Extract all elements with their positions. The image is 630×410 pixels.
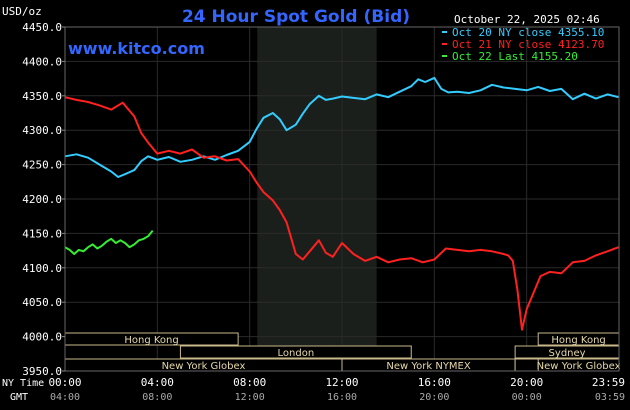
y-tick-label: 4450.0 xyxy=(22,21,62,34)
x-tick-label-gmt: 16:00 xyxy=(327,392,357,403)
x-tick-label-gmt: 08:00 xyxy=(142,392,172,403)
y-tick-label: 4000.0 xyxy=(22,331,62,344)
chart-timestamp: October 22, 2025 02:46 xyxy=(454,13,600,26)
y-tick-label: 4250.0 xyxy=(22,159,62,172)
x-tick-label-ny: 12:00 xyxy=(325,376,358,389)
y-tick-label: 4050.0 xyxy=(22,296,62,309)
session-label: Sydney xyxy=(549,348,586,359)
x-axis-ny-label: NY Time xyxy=(2,378,44,389)
x-tick-label-ny: 23:59 xyxy=(592,376,625,389)
x-axis-gmt-label: GMT xyxy=(10,392,28,403)
session-label: New York Globex xyxy=(537,361,621,372)
y-tick-label: 4200.0 xyxy=(22,193,62,206)
session-label: London xyxy=(278,348,315,359)
y-tick-label: 4400.0 xyxy=(22,55,62,68)
chart-title: 24 Hour Spot Gold (Bid) xyxy=(182,7,410,27)
x-tick-label-ny: 00:00 xyxy=(48,376,81,389)
grid-lines xyxy=(64,26,619,372)
series-line xyxy=(64,76,619,178)
legend-label: Oct 20 NY close 4355.10 xyxy=(452,26,604,39)
legend-label: Oct 21 NY close 4123.70 xyxy=(452,38,604,51)
x-tick-label-gmt: 03:59 xyxy=(595,392,625,403)
x-tick-label-gmt: 12:00 xyxy=(235,392,265,403)
x-axis-ticks: 00:00 04:00 08:00 12:00 16:00 20:00 23:59 04:00… xyxy=(48,376,625,403)
y-tick-label: 4100.0 xyxy=(22,262,62,275)
legend-swatch xyxy=(442,31,447,33)
y-tick-label: 3950.0 xyxy=(22,365,62,378)
x-tick-label-ny: 04:00 xyxy=(141,376,174,389)
session-bars: Hong Kong Hong Kong London Sydney New York G… xyxy=(64,332,621,372)
legend-swatch xyxy=(442,43,447,45)
legend-label: Oct 22 Last 4155.20 xyxy=(452,50,578,63)
y-tick-label: 4350.0 xyxy=(22,90,62,103)
series-line xyxy=(64,229,154,255)
legend-swatch xyxy=(442,55,447,57)
session-bar xyxy=(179,345,412,359)
x-tick-label-gmt: 20:00 xyxy=(419,392,449,403)
series-lines xyxy=(64,76,619,331)
x-tick-label-gmt: 00:00 xyxy=(512,392,542,403)
x-tick-label-ny: 16:00 xyxy=(418,376,451,389)
y-tick-label: 4300.0 xyxy=(22,124,62,137)
x-tick-label-ny: 20:00 xyxy=(510,376,543,389)
series-line xyxy=(64,96,619,331)
x-tick-label-gmt: 04:00 xyxy=(50,392,80,403)
session-label: New York Globex xyxy=(162,361,246,372)
site-label: www.kitco.com xyxy=(68,39,205,58)
session-label: New York NYMEX xyxy=(386,361,471,372)
session-label: Hong Kong xyxy=(124,335,178,346)
y-axis-unit-label: USD/oz xyxy=(2,5,42,18)
y-axis-ticks: 4450.0 4400.0 4350.0 4300.0 4250.0 4200.0 4150… xyxy=(22,21,65,378)
y-tick-label: 4150.0 xyxy=(22,227,62,240)
x-tick-label-ny: 08:00 xyxy=(233,376,266,389)
session-label: Hong Kong xyxy=(551,335,605,346)
